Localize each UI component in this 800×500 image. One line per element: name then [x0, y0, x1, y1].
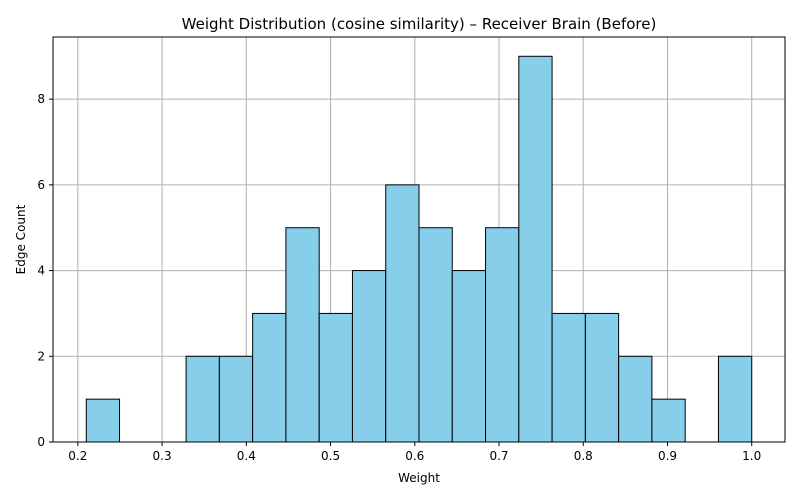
y-axis-label: Edge Count [14, 204, 28, 274]
x-tick-label: 0.6 [405, 449, 424, 463]
histogram-bar [385, 184, 420, 443]
y-tick-label: 8 [37, 92, 45, 106]
histogram-bar [485, 227, 520, 443]
histogram-bar [451, 270, 487, 443]
x-tick-label: 1.0 [742, 449, 761, 463]
histogram-bar [551, 312, 586, 443]
x-tick-label: 0.2 [68, 449, 87, 463]
histogram-bar [185, 355, 220, 443]
x-tick-label: 0.4 [237, 449, 256, 463]
histogram-bar [285, 227, 320, 443]
histogram-bars [85, 55, 753, 443]
x-tick-label: 0.7 [489, 449, 508, 463]
histogram-bar [252, 312, 287, 443]
histogram-bar [318, 312, 353, 443]
x-tick-label: 0.5 [321, 449, 340, 463]
chart-title: Weight Distribution (cosine similarity) … [182, 15, 657, 33]
histogram-bar [351, 270, 387, 443]
histogram-bar [518, 55, 553, 443]
y-tick-label: 4 [37, 264, 45, 278]
axis-ticks: 0.2 0.3 0.4 0.5 0.6 0.7 0.8 0.9 1.0 0 2 4 6 8 [37, 92, 761, 463]
histogram-bar [717, 355, 753, 443]
plot-frame [52, 36, 786, 443]
x-axis-label: Weight [398, 471, 440, 485]
x-tick-label: 0.3 [153, 449, 172, 463]
y-tick-label: 6 [37, 178, 45, 192]
histogram-bar [418, 227, 453, 443]
histogram-bar [651, 398, 686, 443]
y-tick-label: 0 [37, 435, 45, 449]
histogram-bar [618, 355, 653, 443]
histogram-bar [85, 398, 121, 443]
x-tick-label: 0.9 [658, 449, 677, 463]
y-tick-label: 2 [37, 349, 45, 363]
x-tick-label: 0.8 [574, 449, 593, 463]
histogram-bar [218, 355, 254, 443]
histogram-bar [584, 312, 620, 443]
